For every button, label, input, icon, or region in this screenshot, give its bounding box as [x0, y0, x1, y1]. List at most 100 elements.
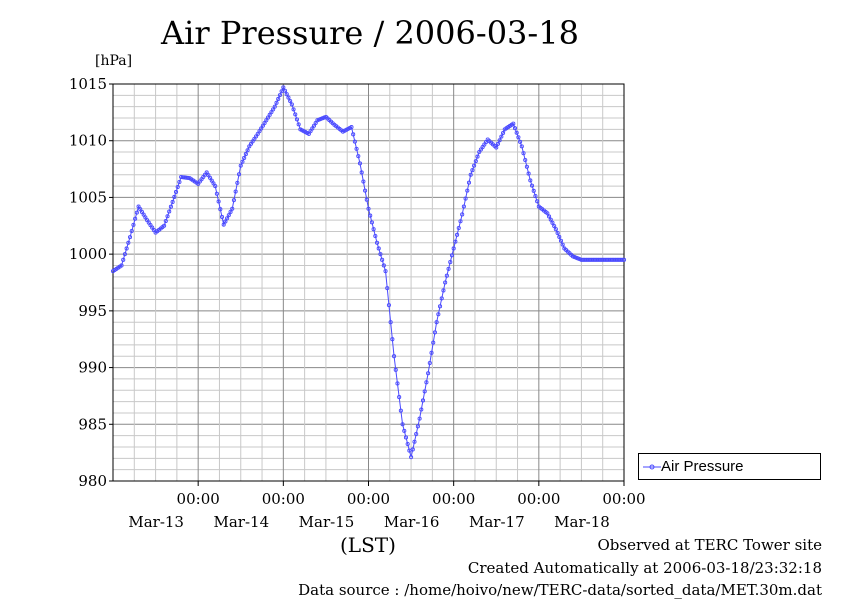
data-point	[526, 171, 531, 176]
data-point	[286, 95, 291, 100]
data-point	[225, 216, 230, 221]
data-point	[519, 144, 524, 149]
data-point	[231, 198, 236, 203]
data-point	[552, 223, 557, 229]
data-point	[383, 269, 388, 274]
data-point	[407, 448, 412, 453]
data-point	[495, 141, 501, 146]
data-point	[528, 178, 533, 183]
data-point	[177, 179, 182, 185]
y-tick-label: 1015	[69, 75, 107, 93]
x-axis-label: (LST)	[340, 533, 396, 557]
data-point	[288, 98, 293, 104]
data-point	[238, 163, 243, 168]
data-point	[223, 219, 228, 224]
data-point	[230, 206, 235, 211]
data-point	[443, 280, 448, 285]
data-point	[420, 398, 426, 403]
data-point	[381, 263, 386, 268]
data-point	[281, 85, 286, 90]
data-point	[458, 219, 463, 224]
data-point	[129, 228, 134, 234]
data-point	[216, 199, 221, 204]
data-point	[243, 152, 248, 157]
data-point	[620, 257, 625, 262]
y-tick-label: 1000	[69, 245, 107, 263]
data-point	[364, 197, 369, 202]
data-point	[395, 381, 400, 386]
x-tick-date-label: Mar-17	[469, 513, 525, 531]
data-point	[472, 163, 477, 168]
data-point	[410, 447, 415, 452]
data-point	[465, 188, 470, 193]
data-point	[369, 220, 374, 225]
data-point	[167, 209, 172, 214]
x-tick-date-label: Mar-14	[214, 513, 270, 531]
y-tick-label: 980	[78, 472, 107, 490]
footer-created-timestamp: Created Automatically at 2006-03-18/23:3…	[467, 559, 822, 577]
data-point	[291, 107, 296, 112]
data-point	[272, 104, 277, 109]
data-point	[417, 416, 422, 421]
data-point	[441, 288, 446, 293]
data-point	[388, 320, 393, 325]
data-point	[397, 395, 402, 400]
data-point	[126, 240, 131, 245]
data-point	[351, 132, 356, 137]
data-point	[444, 273, 449, 278]
y-tick-label: 1010	[69, 132, 107, 150]
data-point	[121, 257, 126, 262]
data-point	[558, 238, 564, 243]
data-point	[412, 439, 417, 444]
data-point	[236, 172, 242, 177]
data-point	[127, 235, 133, 240]
data-point	[456, 226, 461, 231]
data-point	[219, 214, 225, 219]
data-point	[245, 148, 250, 153]
data-point	[468, 172, 473, 177]
data-point	[133, 216, 138, 221]
data-point	[352, 139, 357, 144]
data-point	[524, 164, 529, 169]
data-point	[512, 126, 518, 131]
data-point	[529, 183, 535, 188]
data-point	[523, 157, 528, 163]
data-point	[175, 184, 180, 190]
y-tick-label: 1005	[69, 188, 107, 206]
data-point	[402, 428, 407, 433]
data-point	[393, 367, 398, 372]
data-point	[466, 180, 472, 185]
data-point	[185, 175, 190, 180]
data-point	[499, 134, 504, 139]
data-point	[380, 257, 385, 262]
data-point	[168, 204, 173, 209]
data-point	[284, 92, 289, 97]
data-point	[439, 296, 444, 301]
data-point	[448, 260, 453, 265]
x-tick-date-label: Mar-16	[384, 513, 440, 531]
x-tick-date-label: Mar-18	[554, 513, 610, 531]
data-point	[357, 161, 363, 166]
data-point	[163, 218, 168, 224]
legend-label-air-pressure: Air Pressure	[661, 458, 744, 475]
data-point	[422, 389, 427, 394]
data-point	[349, 125, 354, 130]
data-point	[131, 222, 136, 227]
data-point	[235, 180, 240, 185]
data-point	[497, 138, 502, 143]
data-point	[415, 424, 420, 429]
data-point	[453, 239, 458, 244]
data-point	[436, 312, 441, 317]
data-point	[403, 435, 409, 440]
data-point	[368, 213, 373, 218]
data-point	[531, 188, 536, 193]
data-point	[398, 408, 403, 413]
data-point	[555, 230, 560, 236]
x-tick-date-label: Mar-15	[299, 513, 355, 531]
data-point	[434, 320, 439, 325]
data-point	[553, 227, 558, 232]
data-point	[214, 191, 219, 196]
x-tick-time-label: 00:00	[262, 490, 305, 508]
data-point	[429, 350, 434, 355]
data-point	[533, 194, 538, 199]
